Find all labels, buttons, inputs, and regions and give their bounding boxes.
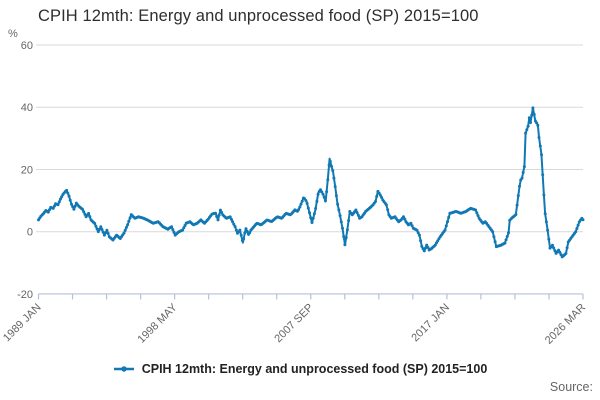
- svg-text:40: 40: [21, 102, 33, 114]
- y-axis-unit-label: %: [8, 28, 18, 40]
- y-axis-labels: 60 40 20 0 -20: [17, 40, 33, 301]
- chart-title: CPIH 12mth: Energy and unprocessed food …: [38, 7, 479, 25]
- x-axis: [37, 293, 584, 300]
- svg-text:2026 MAR: 2026 MAR: [543, 302, 588, 347]
- svg-text:0: 0: [27, 227, 33, 239]
- source-label: Source:: [549, 380, 593, 394]
- svg-text:1989 JAN: 1989 JAN: [1, 302, 44, 345]
- svg-text:1998 MAY: 1998 MAY: [136, 301, 181, 346]
- legend[interactable]: CPIH 12mth: Energy and unprocessed food …: [0, 362, 600, 376]
- legend-line-dot-icon: [113, 366, 134, 372]
- svg-text:60: 60: [21, 40, 33, 52]
- svg-text:2007 SEP: 2007 SEP: [272, 302, 316, 346]
- legend-label: CPIH 12mth: Energy and unprocessed food …: [141, 362, 488, 376]
- x-axis-labels: 1989 JAN 1998 MAY 2007 SEP 2017 JAN 2026 MAR: [1, 301, 588, 347]
- plot-area: 60 40 20 0 -20% 1989 JAN 1998 MAY 2007 SEP 2017 …: [1, 28, 588, 347]
- y-gridlines: [36, 44, 583, 233]
- svg-text:-20: -20: [17, 289, 33, 301]
- svg-text:20: 20: [21, 164, 33, 176]
- series-line[interactable]: [37, 106, 585, 259]
- svg-text:2017 JAN: 2017 JAN: [409, 302, 452, 345]
